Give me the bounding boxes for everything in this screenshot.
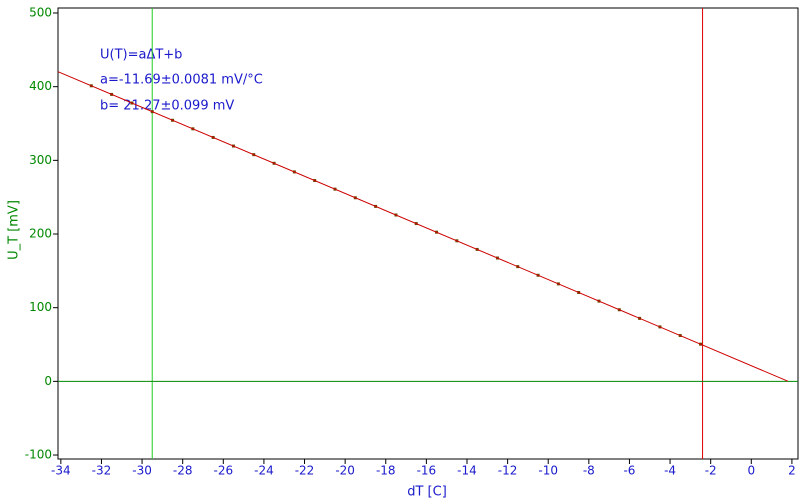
y-axis-label: U_T [mV] xyxy=(7,200,22,260)
fit-line xyxy=(57,71,789,382)
plot-frame xyxy=(57,7,799,460)
x-tick-label: -12 xyxy=(498,464,518,478)
y-tick-label: 500 xyxy=(29,6,52,20)
x-tick-label: -30 xyxy=(132,464,152,478)
x-tick-label: -8 xyxy=(583,464,595,478)
x-tick-label: -4 xyxy=(664,464,676,478)
annotation: a=-11.69±0.0081 mV/°C xyxy=(100,73,263,88)
y-tick-label: 300 xyxy=(29,153,52,167)
x-tick-label: -34 xyxy=(51,464,71,478)
x-tick-label: -10 xyxy=(538,464,558,478)
x-tick-label: -20 xyxy=(335,464,355,478)
y-tick-label: 400 xyxy=(29,79,52,93)
x-tick-label: -14 xyxy=(457,464,477,478)
x-tick-label: -28 xyxy=(173,464,193,478)
y-tick-label: 0 xyxy=(44,374,52,388)
annotation: U(T)=aΔT+b xyxy=(100,48,182,63)
x-axis-label: dT [C] xyxy=(407,485,447,500)
x-tick-label: -26 xyxy=(213,464,233,478)
x-tick-label: -24 xyxy=(254,464,274,478)
x-tick-label: -32 xyxy=(92,464,112,478)
x-tick-label: 2 xyxy=(788,464,796,478)
x-tick-label: -18 xyxy=(376,464,396,478)
y-tick-label: 200 xyxy=(29,227,52,241)
x-tick-label: -16 xyxy=(417,464,437,478)
x-tick-label: -6 xyxy=(623,464,635,478)
x-tick-label: -2 xyxy=(705,464,717,478)
x-tick-label: -22 xyxy=(295,464,315,478)
y-tick-label: 100 xyxy=(29,300,52,314)
y-tick-label: -100 xyxy=(25,448,52,462)
x-tick-label: 0 xyxy=(747,464,755,478)
annotation: b= 21.27±0.099 mV xyxy=(100,99,234,114)
